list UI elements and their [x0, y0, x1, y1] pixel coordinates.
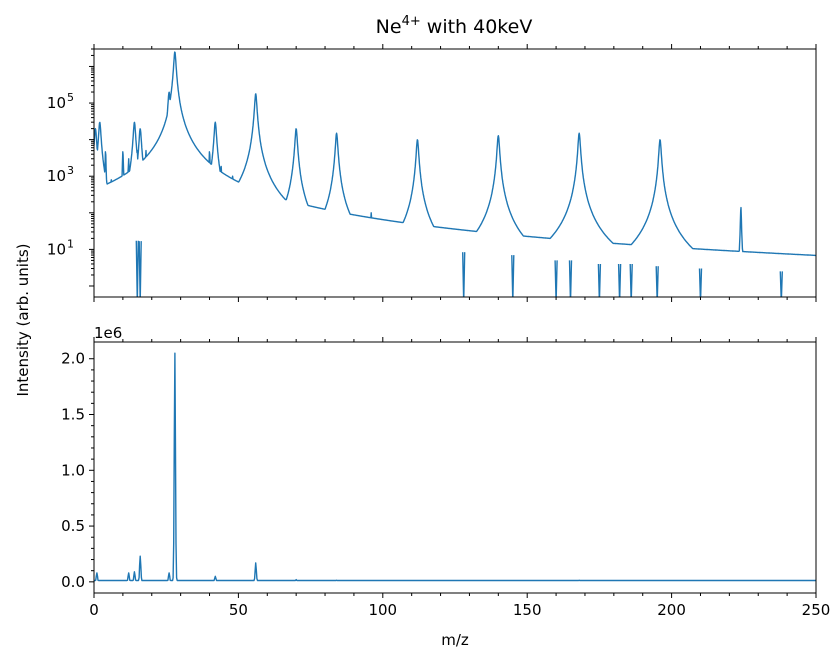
x-tick-label: 150 — [513, 601, 542, 619]
top-axes-frame — [93, 48, 817, 298]
y-tick-label: 1.5 — [61, 406, 85, 424]
chart-title: Ne4+ with 40keV — [376, 14, 533, 38]
y-offset-text: 1e6 — [94, 324, 122, 342]
x-tick-label: 100 — [368, 601, 397, 619]
top-y-tick-label: 103 — [47, 164, 74, 185]
top-log-axes: 101 103 105 — [47, 44, 817, 302]
x-tick-label: 0 — [89, 601, 99, 619]
x-tick-label: 250 — [802, 601, 831, 619]
y-tick-label: 1.0 — [61, 461, 85, 479]
top-y-tick-label: 101 — [47, 237, 74, 258]
y-tick-label: 0.5 — [61, 517, 85, 535]
y-tick-label: 0.0 — [61, 573, 85, 591]
bottom-axes-frame — [93, 341, 817, 594]
x-tick-label: 50 — [229, 601, 248, 619]
y-tick-label: 2.0 — [61, 350, 85, 368]
bottom-linear-axes: 0 50 100 150 200 250 0.0 0.5 1.0 1.5 2.0 1e6 — [61, 324, 830, 619]
y-axis-label: Intensity (arb. units) — [14, 243, 32, 396]
x-tick-label: 200 — [657, 601, 686, 619]
bottom-series-line — [94, 352, 816, 582]
top-y-tick-label: 105 — [47, 91, 74, 112]
top-series-line — [94, 51, 816, 297]
x-axis-label: m/z — [441, 631, 469, 649]
